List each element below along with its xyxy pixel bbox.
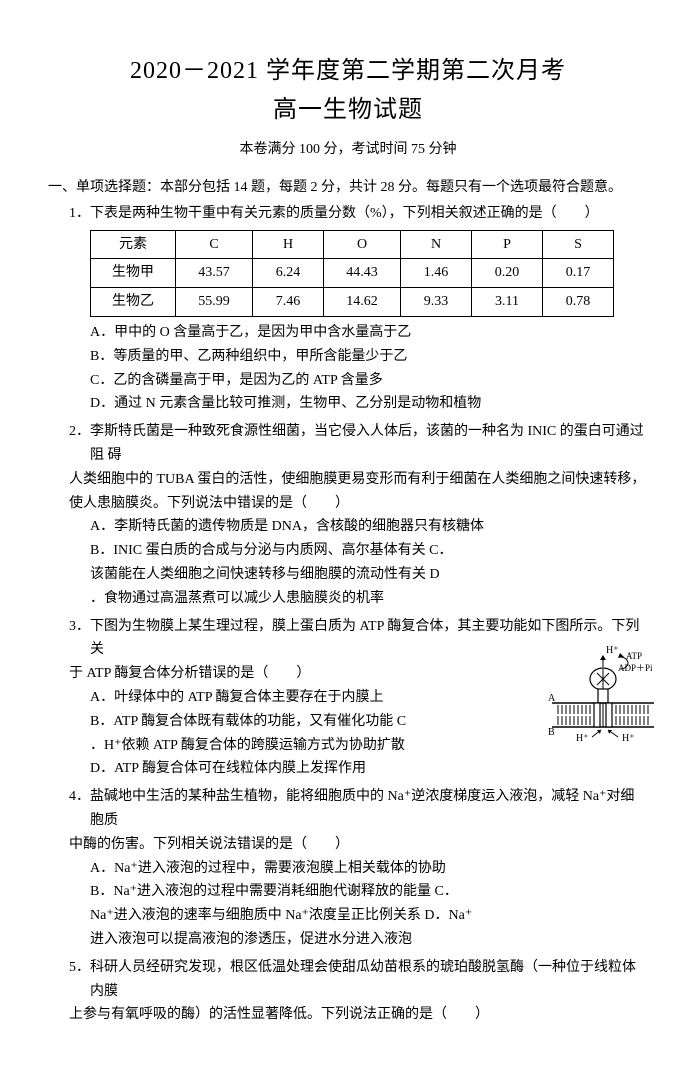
question-1: 1．下表是两种生物干重中有关元素的质量分数（%），下列相关叙述正确的是（ ） 元… xyxy=(48,202,648,416)
question-3: 3．下图为生物膜上某生理过程，膜上蛋白质为 ATP 酶复合体，其主要功能如下图所… xyxy=(48,615,648,782)
label-h-left: H⁺ xyxy=(576,733,589,744)
q4-stem-1: 4．盐碱地中生活的某种盐生植物，能将细胞质中的 Na⁺逆浓度梯度运入液泡，减轻 … xyxy=(48,785,648,833)
q1-th-0: 元素 xyxy=(91,230,176,259)
q1-td-1-3: 14.62 xyxy=(324,288,401,317)
q1-opt-b: B．等质量的甲、乙两种组织中，甲所含能量少于乙 xyxy=(90,345,648,369)
q5-stem-2: 上参与有氧呼吸的酶）的活性显著降低。下列说法正确的是（ ） xyxy=(48,1003,648,1027)
q1-td-1-2: 7.46 xyxy=(253,288,324,317)
question-5: 5．科研人员经研究发现，根区低温处理会使甜瓜幼苗根系的琥珀酸脱氢酶（一种位于线粒… xyxy=(48,956,648,1027)
q4-opt-a: A．Na⁺进入液泡的过程中，需要液泡膜上相关载体的协助 xyxy=(90,857,648,881)
q1-th-5: P xyxy=(472,230,543,259)
question-2: 2．李斯特氏菌是一种致死食源性细菌，当它侵入人体后，该菌的一种名为 INIC 的… xyxy=(48,420,648,610)
q2-opt-a: A．李斯特氏菌的遗传物质是 DNA，含核酸的细胞器只有核糖体 xyxy=(90,515,648,539)
q2-opt-c: 该菌能在人类细胞之间快速转移与细胞膜的流动性有关 D xyxy=(90,563,648,587)
q1-td-0-0: 生物甲 xyxy=(91,259,176,288)
q1-td-1-1: 55.99 xyxy=(176,288,253,317)
q1-th-1: C xyxy=(176,230,253,259)
q1-td-0-6: 0.17 xyxy=(543,259,614,288)
q1-td-1-5: 3.11 xyxy=(472,288,543,317)
q1-td-0-5: 0.20 xyxy=(472,259,543,288)
q1-opt-c: C．乙的含磷量高于甲，是因为乙的 ATP 含量多 xyxy=(90,369,648,393)
q2-stem-1: 2．李斯特氏菌是一种致死食源性细菌，当它侵入人体后，该菌的一种名为 INIC 的… xyxy=(48,420,648,468)
title-line-1: 2020－2021 学年度第二学期第二次月考 xyxy=(48,50,648,85)
subtitle: 本卷满分 100 分，考试时间 75 分钟 xyxy=(48,138,648,158)
q1-th-4: N xyxy=(401,230,472,259)
q1-td-1-0: 生物乙 xyxy=(91,288,176,317)
q1-opt-a: A．甲中的 O 含量高于乙，是因为甲中含水量高于乙 xyxy=(90,321,648,345)
q1-th-2: H xyxy=(253,230,324,259)
label-h-right: H⁺ xyxy=(622,733,635,744)
q5-stem-1: 5．科研人员经研究发现，根区低温处理会使甜瓜幼苗根系的琥珀酸脱氢酶（一种位于线粒… xyxy=(48,956,648,1004)
question-4: 4．盐碱地中生活的某种盐生植物，能将细胞质中的 Na⁺逆浓度梯度运入液泡，减轻 … xyxy=(48,785,648,952)
q2-opt-d: ．食物通过高温蒸煮可以减少人患脑膜炎的机率 xyxy=(90,587,648,611)
q1-td-1-6: 0.78 xyxy=(543,288,614,317)
q1-opt-d: D．通过 N 元素含量比较可推测，生物甲、乙分别是动物和植物 xyxy=(90,392,648,416)
q3-opt-d: D．ATP 酶复合体可在线粒体内膜上发挥作用 xyxy=(90,757,528,781)
q2-stem-2: 人类细胞中的 TUBA 蛋白的活性，使细胞膜更易变形而有利于细菌在人类细胞之间快… xyxy=(48,468,648,516)
q1-th-6: S xyxy=(543,230,614,259)
q3-opt-a: A．叶绿体中的 ATP 酶复合体主要存在于内膜上 xyxy=(90,686,528,710)
q1-td-0-4: 1.46 xyxy=(401,259,472,288)
q3-opt-b: B．ATP 酶复合体既有载体的功能，又有催化功能 C xyxy=(90,710,528,734)
q1-td-0-3: 44.43 xyxy=(324,259,401,288)
label-h-top: H⁺ xyxy=(606,645,619,656)
q3-opt-c: ．H⁺依赖 ATP 酶复合体的跨膜运输方式为协助扩散 xyxy=(90,734,528,758)
q4-opt-b: B．Na⁺进入液泡的过程中需要消耗细胞代谢释放的能量 C． xyxy=(90,880,648,904)
q2-opt-b: B．INIC 蛋白质的合成与分泌与内质网、高尔基体有关 C． xyxy=(90,539,648,563)
label-a: A xyxy=(548,693,556,704)
q3-stem-2: 于 ATP 酶复合体分析错误的是（ ） xyxy=(48,662,528,686)
section-1-heading: 一、单项选择题：本部分包括 14 题，每题 2 分，共计 28 分。每题只有一个… xyxy=(48,176,648,200)
q3-diagram: H⁺ ATP ADP＋Pi xyxy=(548,643,658,753)
q4-stem-2: 中酶的伤害。下列相关说法错误的是（ ） xyxy=(48,833,648,857)
q1-table: 元素CHONPS 生物甲43.576.2444.431.460.200.17 生物乙… xyxy=(90,230,648,317)
label-atp: ATP xyxy=(626,651,642,661)
q1-td-0-1: 43.57 xyxy=(176,259,253,288)
title-line-2: 高一生物试题 xyxy=(48,89,648,124)
q1-td-0-2: 6.24 xyxy=(253,259,324,288)
q1-th-3: O xyxy=(324,230,401,259)
q1-td-1-4: 9.33 xyxy=(401,288,472,317)
label-b: B xyxy=(548,727,555,738)
q4-opt-c: Na⁺进入液泡的速率与细胞质中 Na⁺浓度呈正比例关系 D．Na⁺ xyxy=(90,904,648,928)
q1-stem: 1．下表是两种生物干重中有关元素的质量分数（%），下列相关叙述正确的是（ ） xyxy=(48,202,648,226)
q4-opt-d: 进入液泡可以提高液泡的渗透压，促进水分进入液泡 xyxy=(90,928,648,952)
